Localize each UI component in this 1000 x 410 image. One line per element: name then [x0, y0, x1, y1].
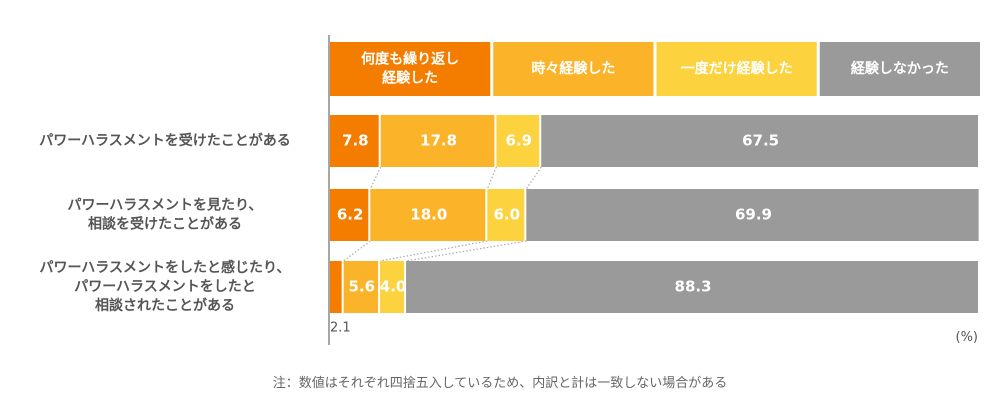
data-label-row0-series2: 6.9 [506, 132, 533, 150]
bar-row0-series2 [496, 115, 540, 167]
connector-lines [343, 166, 542, 262]
connector-row1-series0 [343, 240, 371, 262]
data-label-row0-series3: 67.5 [742, 132, 779, 150]
category-label-2-line-2: 相談されたことがある [95, 297, 235, 314]
category-label-1-line-1: 相談を受けたことがある [88, 216, 242, 233]
category-label-0-line-0: パワーハラスメントを受けたことがある [39, 132, 290, 149]
data-label-row2-series0: 2.1 [330, 321, 351, 336]
data-label-row1-series0: 6.2 [337, 206, 364, 224]
data-label-row1-series1: 18.0 [410, 206, 447, 224]
legend-item-3: 経験しなかった [819, 42, 980, 96]
bars: 7.8 17.8 6.9 67.5 6.2 18.0 6.0 69.9 2.1 5.6 4.0 88.… [330, 115, 979, 336]
connector-row1-series1 [379, 240, 488, 262]
bar-row2-series2 [380, 261, 405, 313]
legend-label-1-line-0: 時々経験した [531, 60, 615, 77]
legend-swatch-3 [819, 42, 980, 96]
category-label-2: パワーハラスメントをしたと感じたり、パワーハラスメントをしたと相談されたことがあ… [40, 259, 291, 314]
connector-row0-series2 [525, 166, 542, 190]
bar-row2-series3 [406, 261, 978, 313]
bar-row0-series0 [330, 115, 379, 167]
bar-row2-series0 [330, 261, 342, 313]
legend-item-1: 時々経験した [493, 42, 654, 96]
footnote: 注：数値はそれぞれ四捨五入しているため、内訳と計は一致しない場合がある [273, 375, 728, 391]
unit-label: (%) [956, 330, 979, 345]
bar-row2-series1 [343, 261, 379, 313]
data-label-row0-series0: 7.8 [342, 132, 369, 150]
data-label-row2-series2: 4.0 [380, 278, 407, 296]
bar-row1-series0 [330, 189, 369, 241]
legend-label-0-line-0: 何度も繰り返し [361, 51, 459, 68]
legend-swatch-0 [330, 42, 491, 96]
data-label-row0-series1: 17.8 [420, 132, 457, 150]
category-label-0: パワーハラスメントを受けたことがある [39, 132, 290, 149]
category-label-1-line-0: パワーハラスメントを見たり、 [68, 198, 263, 214]
data-label-row2-series1: 5.6 [349, 278, 376, 296]
data-label-row1-series2: 6.0 [494, 206, 521, 224]
legend-label-0-line-1: 経験した [382, 70, 438, 87]
legend-swatch-2 [656, 42, 817, 96]
legend-swatch-1 [493, 42, 654, 96]
category-label-1: パワーハラスメントを見たり、相談を受けたことがある [68, 198, 263, 233]
bar-row1-series3 [526, 189, 979, 241]
connector-row0-series0 [369, 166, 382, 190]
category-labels: パワーハラスメントを受けたことがあるパワーハラスメントを見たり、相談を受けたこと… [39, 132, 290, 314]
connector-row0-series1 [486, 166, 497, 190]
data-label-row1-series3: 69.9 [735, 206, 772, 224]
legend-label-3-line-0: 経験しなかった [851, 60, 949, 77]
category-label-2-line-0: パワーハラスメントをしたと感じたり、 [40, 259, 291, 276]
data-label-row2-series3: 88.3 [675, 278, 712, 296]
legend-item-2: 一度だけ経験した [656, 42, 817, 96]
bar-row1-series2 [487, 189, 525, 241]
connector-row1-series2 [405, 240, 527, 262]
bar-row0-series1 [380, 115, 495, 167]
bar-row0-series3 [541, 115, 978, 167]
bar-row1-series1 [370, 189, 486, 241]
category-label-2-line-1: パワーハラスメントをしたと [74, 279, 255, 295]
legend-label-2-line-0: 一度だけ経験した [681, 60, 793, 77]
